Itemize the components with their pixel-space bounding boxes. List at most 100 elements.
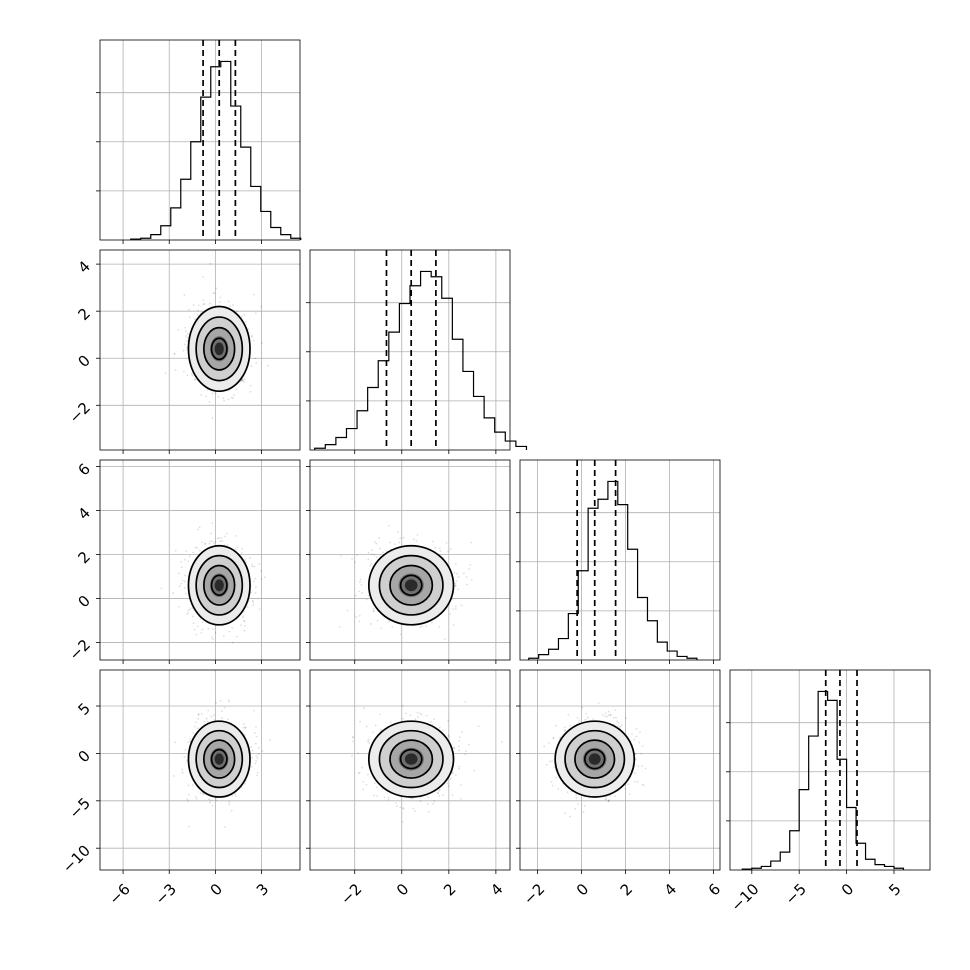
sample-point (252, 339, 255, 342)
sample-point (211, 636, 213, 638)
sample-point (410, 797, 412, 800)
sample-point (202, 276, 205, 278)
sample-point (421, 625, 424, 627)
sample-point (420, 713, 423, 716)
sample-point (197, 625, 199, 628)
sample-point (634, 758, 637, 761)
sample-point (215, 701, 218, 704)
sample-point (201, 621, 204, 624)
y-tick-label: 4 (75, 257, 94, 276)
sample-point (433, 718, 435, 721)
sample-point (173, 352, 176, 355)
sample-point (609, 714, 612, 717)
y-tick-label: 2 (75, 304, 94, 323)
panel-content (164, 262, 269, 420)
sample-point (430, 720, 432, 723)
sample-point (457, 588, 460, 591)
sample-point (361, 766, 363, 769)
sample-point (183, 580, 186, 583)
sample-point (253, 732, 256, 734)
sample-point (387, 796, 390, 799)
sample-point (633, 738, 636, 741)
sample-point (183, 370, 185, 373)
contour-0 (367, 544, 455, 626)
contour-1 (195, 729, 244, 789)
sample-point (197, 528, 200, 531)
sample-point (359, 580, 361, 583)
axes-frame (309, 459, 511, 661)
sample-point (551, 784, 554, 787)
sample-point (253, 709, 256, 712)
sample-point (211, 417, 214, 420)
sample-point (229, 305, 232, 307)
sample-point (269, 739, 271, 742)
sample-point (231, 794, 234, 797)
sample-point (466, 583, 468, 586)
sample-point (416, 711, 419, 714)
sample-point (177, 328, 180, 331)
sample-point (245, 561, 247, 564)
sample-point (230, 809, 233, 812)
sample-point (644, 767, 647, 770)
sample-point (453, 747, 456, 749)
sample-point (241, 315, 243, 318)
sample-point (614, 709, 617, 711)
sample-point (458, 739, 461, 742)
sample-point (247, 328, 250, 331)
sample-point (358, 614, 361, 617)
sample-point (180, 582, 183, 585)
axes-frame (309, 669, 511, 871)
sample-point (367, 551, 370, 554)
sample-point (255, 735, 258, 738)
sample-point (563, 729, 566, 732)
sample-point (172, 592, 175, 594)
sample-point (187, 611, 190, 614)
sample-point (210, 799, 212, 801)
sample-point (548, 760, 551, 763)
sample-point (607, 800, 610, 803)
sample-point (197, 717, 200, 720)
contour-1 (195, 316, 244, 382)
sample-point (402, 536, 405, 539)
sample-point (448, 735, 450, 738)
contour-3 (210, 574, 228, 597)
sample-point (255, 726, 257, 728)
sample-point (457, 745, 460, 748)
sample-point (638, 741, 641, 744)
sample-point (458, 736, 461, 739)
sample-point (183, 587, 186, 589)
sample-point (567, 713, 570, 716)
hist-panel-0 (96, 39, 302, 244)
sample-point (566, 791, 569, 794)
sample-point (569, 724, 572, 727)
sample-point (202, 299, 205, 301)
sample-point (473, 769, 476, 772)
sample-point (202, 792, 205, 795)
hist-outline-3 (741, 690, 905, 870)
sample-point (261, 750, 264, 752)
contour-3 (399, 574, 423, 597)
sample-point (365, 598, 368, 601)
sample-point (460, 604, 463, 607)
sample-point (367, 740, 369, 743)
sample-point (640, 752, 643, 755)
sample-point (241, 547, 243, 550)
sample-point (577, 721, 580, 724)
sample-point (546, 763, 548, 766)
contour-2 (389, 564, 434, 606)
sample-point (447, 784, 450, 787)
sample-point (201, 541, 204, 544)
sample-point (370, 553, 373, 555)
sample-point (634, 753, 637, 756)
sample-point (582, 811, 585, 813)
sample-point (256, 756, 259, 759)
sample-point (191, 615, 194, 618)
sample-point (438, 547, 441, 550)
sample-point (251, 756, 253, 759)
axes-frame (519, 459, 721, 661)
sample-point (470, 541, 473, 544)
sample-point (555, 776, 557, 779)
sample-point (186, 798, 189, 801)
sample-point (419, 712, 422, 715)
sample-point (617, 724, 620, 727)
